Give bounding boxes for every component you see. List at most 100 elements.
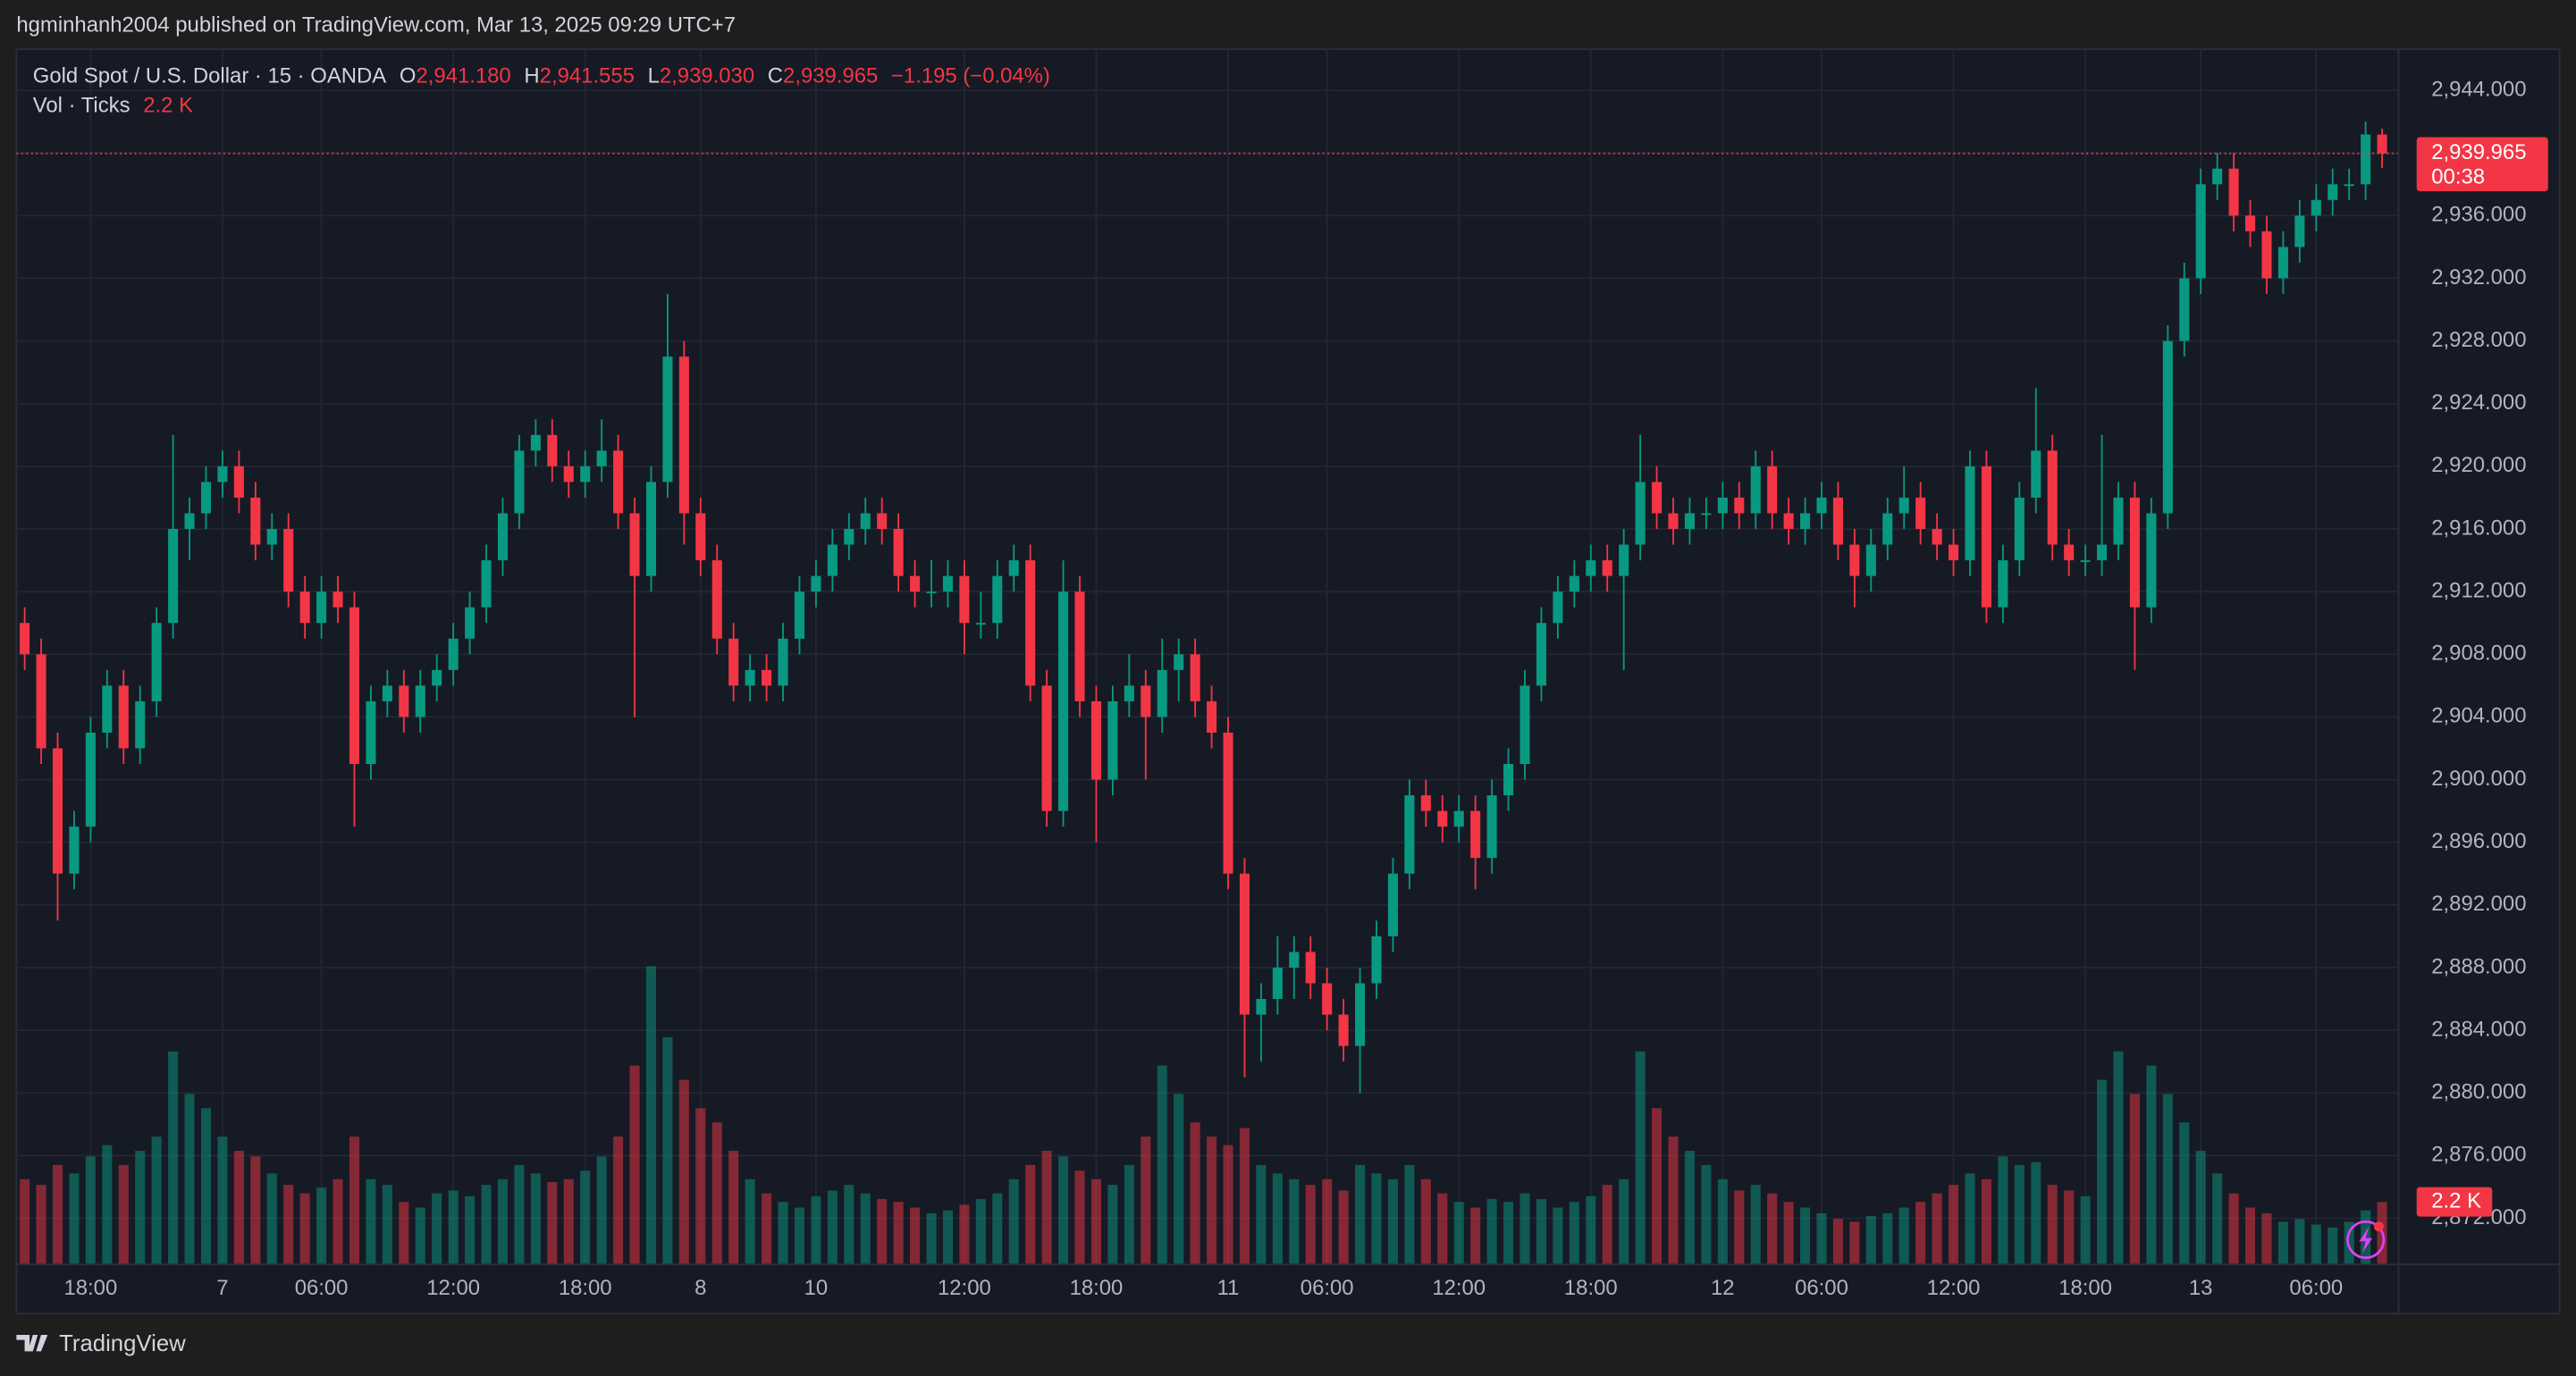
volume-bar [678,1079,689,1265]
y-tick-label: 2,908.000 [2431,642,2526,666]
volume-bar [1701,1164,1712,1265]
volume-bar [1074,1170,1085,1265]
volume-bar [1553,1207,1563,1265]
candle-body [613,450,624,514]
candle-body [266,529,277,545]
candle-body [168,529,179,624]
candle-body [1832,497,1843,545]
candle-body [184,513,195,530]
candle-body [1849,544,1860,576]
volume-bar [135,1150,146,1265]
volume-bar [794,1207,804,1265]
volume-bar [2080,1196,2091,1265]
volume-bar [1355,1164,1366,1265]
candle-body [563,466,574,482]
y-tick-label: 2,876.000 [2431,1143,2526,1167]
candle-body [877,513,888,530]
volume-bar [563,1179,574,1265]
x-tick-label: 18:00 [1564,1276,1618,1300]
volume-bar [695,1108,706,1265]
candle-body [2014,497,2025,561]
candle-body [1569,575,1579,592]
volume-bar [118,1164,129,1265]
o-key: O [400,64,417,88]
candle-body [1520,685,1530,765]
candle-body [1783,513,1794,530]
volume-bar [399,1202,409,1265]
volume-bar [1602,1185,1612,1265]
candle-body [1602,560,1612,576]
published-line: hgminhanh2004 published on TradingView.c… [16,13,736,38]
volume-bar [1305,1185,1316,1265]
volume-bar [1486,1198,1497,1265]
volume-bar [2129,1094,2140,1265]
volume-bar [168,1051,179,1265]
candle-body [893,529,904,576]
candle-body [910,575,921,592]
volume-bar [1750,1185,1761,1265]
volume-bar [1256,1164,1267,1265]
candle-body [629,513,640,576]
candle-body [695,513,706,561]
candle-body [662,357,673,482]
volume-bar [2031,1162,2041,1265]
candle-body [333,592,343,608]
candle-body [1025,560,1036,686]
candle-body [52,748,63,874]
candle-body [1750,466,1761,514]
candle-body [530,434,541,451]
candle-body [745,669,755,686]
chart-area [15,48,2561,1315]
last-price-label: 2,939.965 [2431,140,2526,164]
candle-body [1882,513,1893,545]
volume-bar [184,1094,195,1265]
volume-bar [1453,1202,1464,1265]
candle-body [415,685,425,717]
candle-body [959,575,970,624]
volume-bar [1174,1094,1184,1265]
candle-body [1355,983,1366,1046]
x-tick-label: 06:00 [1795,1276,1848,1300]
candle-body [1652,482,1663,514]
candle-body [399,685,409,717]
volume-bar [2277,1221,2288,1265]
candle-body [1553,592,1563,624]
volume-legend: Vol · Ticks 2.2 K [33,94,193,118]
volume-bar [250,1156,261,1265]
volume-bar [20,1179,30,1265]
candle-body [992,575,1003,624]
candle-body [2129,497,2140,608]
volume-bar [547,1181,558,1265]
lightning-icon[interactable] [2346,1220,2386,1260]
candle-body [1816,497,1827,514]
candle-body [1619,544,1629,576]
volume-bar [316,1187,327,1265]
candle-body [827,544,838,576]
x-tick-label: 12 [1711,1276,1735,1300]
candle-body [497,513,509,561]
y-tick-label: 2,900.000 [2431,767,2526,791]
x-tick-label: 12:00 [426,1276,480,1300]
h-key: H [524,64,539,88]
candle-body [1008,560,1019,576]
candle-body [1470,810,1481,859]
candle-body [2162,340,2173,514]
candle-body [233,466,244,498]
volume-bar [2113,1051,2124,1265]
candle-body [2097,544,2108,561]
candle-body [36,654,46,749]
candle-body [2277,247,2288,279]
candle-body [2294,215,2305,248]
candle-body [547,434,558,466]
symbol: Gold Spot / U.S. Dollar · 15 · OANDA [33,64,387,88]
volume-bar [151,1137,162,1265]
candle-body [1157,669,1167,717]
y-tick-label: 2,904.000 [2431,704,2526,728]
candle-body [1174,654,1184,670]
volume-bar [1949,1185,1959,1265]
volume-bar [1503,1202,1514,1265]
candle-body [299,592,310,624]
volume-bar [2212,1173,2223,1265]
volume-bar [349,1137,360,1265]
notification-dot [2373,1221,2384,1232]
